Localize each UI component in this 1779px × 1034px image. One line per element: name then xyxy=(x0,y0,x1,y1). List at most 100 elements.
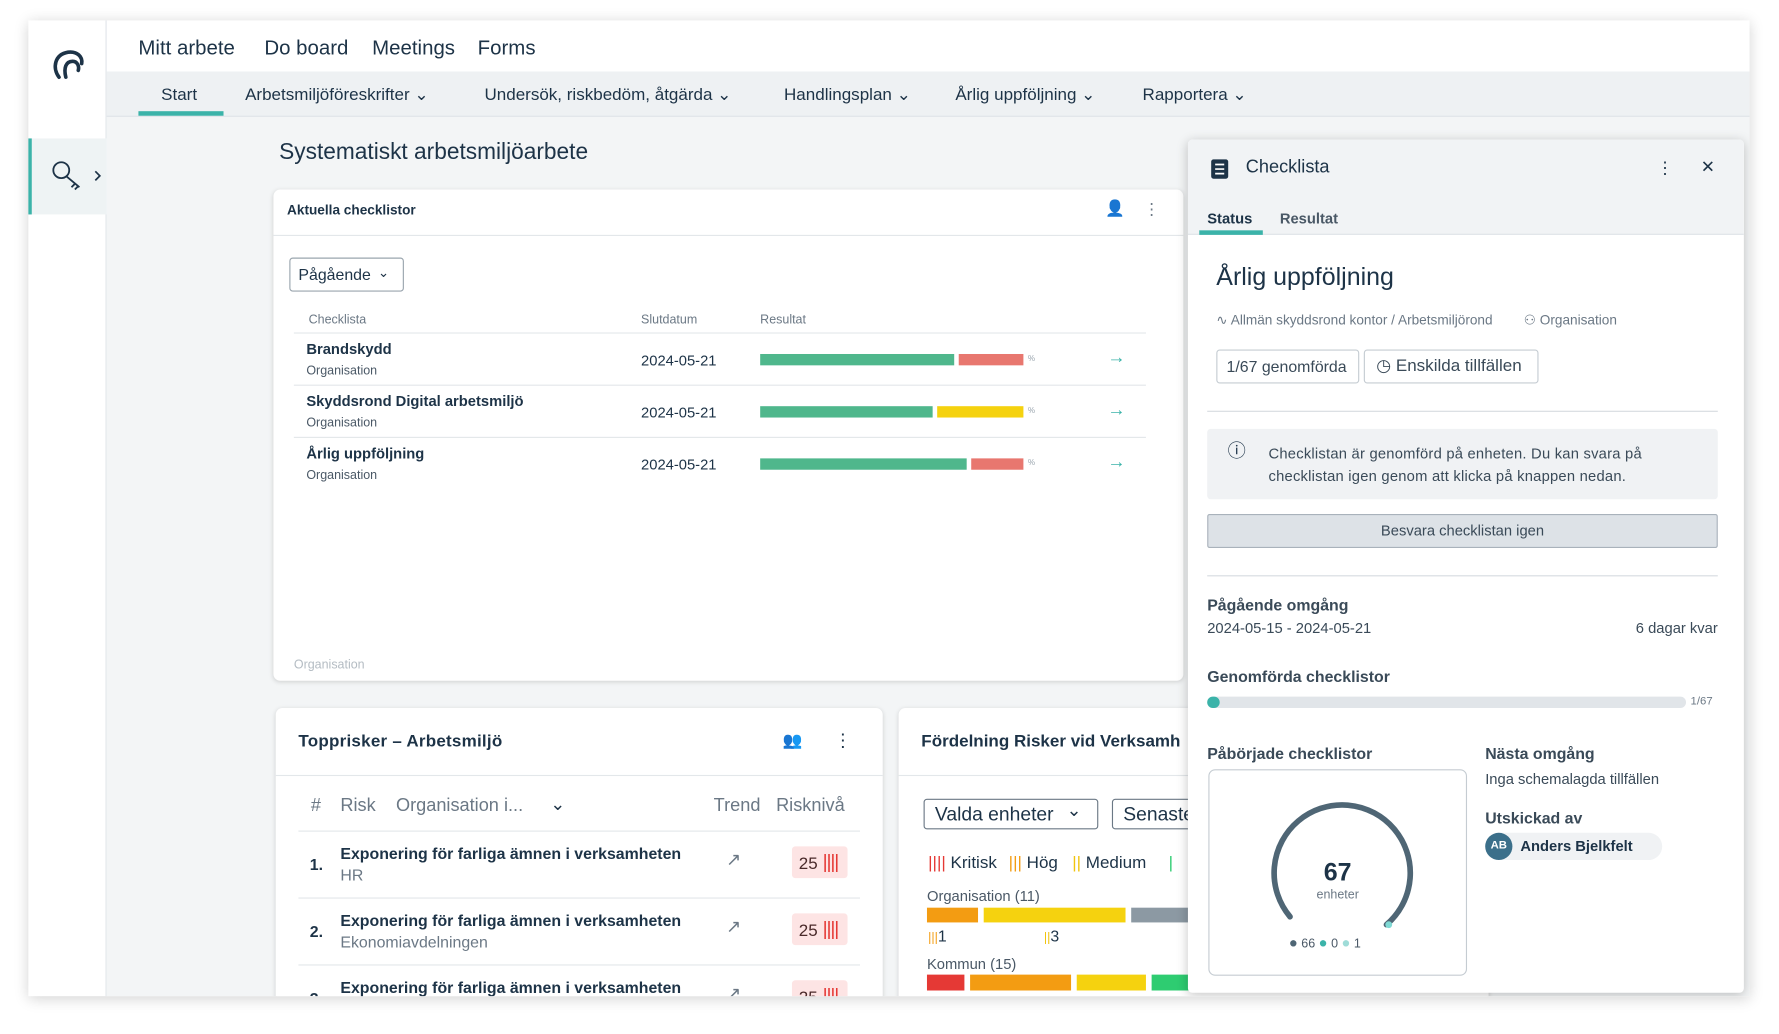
rank: 1. xyxy=(309,855,324,874)
section-label: Utskickad av xyxy=(1485,808,1583,828)
divider xyxy=(1207,575,1718,577)
chip[interactable] xyxy=(1363,349,1539,384)
dot: ● xyxy=(1341,933,1351,951)
level-bars: |||| xyxy=(822,917,840,940)
count: |||1 xyxy=(928,928,947,945)
nav-link[interactable]: Mitt arbete xyxy=(138,36,235,59)
trend-icon: ↗ xyxy=(726,917,742,938)
gauge-value: 67 xyxy=(1323,857,1352,887)
row-title[interactable]: Skyddsrond Digital arbetsmiljö xyxy=(306,392,524,410)
panel-title: Checklista xyxy=(1245,157,1330,177)
sub-nav-link[interactable]: Årlig uppföljning ⌄ xyxy=(955,85,1096,105)
row-arrow[interactable]: → xyxy=(1107,348,1126,368)
nav-link[interactable]: Forms xyxy=(477,36,536,59)
row-date: 2024-05-21 xyxy=(641,351,717,369)
column-header: Resultat xyxy=(760,313,806,327)
answer-again-button[interactable]: Besvara checklistan igen xyxy=(1207,513,1718,549)
risk-title[interactable]: Exponering för farliga ämnen i verksamhe… xyxy=(340,844,682,863)
chevron: ⌄ xyxy=(1066,801,1082,821)
bar-segment xyxy=(926,907,979,923)
row-divider xyxy=(293,384,1146,386)
sub-nav-link[interactable]: Handlingsplan ⌄ xyxy=(784,85,911,105)
dropdown-label: Valda enheter xyxy=(934,803,1054,825)
card-title: Topprisker – Arbetsmiljö xyxy=(298,731,503,752)
chip-label: 1/67 genomförda xyxy=(1226,357,1347,376)
heading: Årlig uppföljning xyxy=(1216,262,1394,291)
dropdown-label: Senaste xyxy=(1123,803,1195,825)
level-value: 25 xyxy=(798,921,818,941)
row-title[interactable]: Årlig uppföljning xyxy=(306,444,425,462)
progress-fill xyxy=(1207,696,1220,708)
row-date: 2024-05-21 xyxy=(641,403,717,421)
active-underline xyxy=(138,111,224,116)
sub-nav-link[interactable]: Start xyxy=(161,85,198,105)
section-label: Nästa omgång xyxy=(1485,744,1595,763)
dot: ● xyxy=(1288,933,1298,951)
risk-unit: HR xyxy=(340,865,364,884)
bar-segment xyxy=(1076,974,1146,991)
row-title[interactable]: Brandskydd xyxy=(306,340,392,358)
user-icon[interactable]: 👤 xyxy=(1105,198,1125,217)
unit-dropdown[interactable] xyxy=(923,798,1099,830)
level-bars: |||| xyxy=(822,850,840,873)
card-title: Aktuella checklistor xyxy=(287,201,416,218)
gauge-unit: enheter xyxy=(1316,888,1359,903)
list-icon xyxy=(1211,159,1229,179)
logo xyxy=(53,50,84,79)
legend-label: Kritisk xyxy=(950,853,997,873)
kebab[interactable]: ⋮ xyxy=(1143,199,1160,218)
label: Årlig uppföljning xyxy=(955,85,1077,105)
legend-value: 0 xyxy=(1331,937,1339,951)
kebab[interactable]: ⋮ xyxy=(1656,158,1674,179)
row-org: Organisation xyxy=(306,468,378,483)
label: Handlingsplan xyxy=(784,85,892,105)
trend-icon: ↗ xyxy=(726,984,742,997)
scope-text: Organisation xyxy=(1539,312,1617,328)
bar-rest xyxy=(958,353,1024,366)
level-value: 25 xyxy=(799,989,818,996)
breadcrumb-text: Allmän skyddsrond kontor / Arbetsmiljöro… xyxy=(1230,312,1493,328)
bar-done xyxy=(760,406,933,418)
column-header[interactable]: Organisation i... xyxy=(395,796,524,816)
bar-done xyxy=(760,458,967,470)
row-org: Organisation xyxy=(306,364,378,378)
bar-done xyxy=(760,353,955,366)
sub-nav-link[interactable]: Rapportera ⌄ xyxy=(1142,85,1247,105)
risk-title[interactable]: Exponering för farliga ämnen i verksamhe… xyxy=(340,911,682,930)
filter-dropdown[interactable] xyxy=(289,257,404,292)
row-divider xyxy=(293,436,1146,438)
column-header: Risk xyxy=(340,796,376,816)
level-badge xyxy=(791,846,848,879)
tab-active[interactable]: Status xyxy=(1207,209,1253,227)
checklist-panel: Checklista ⋮ ✕ Status Resultat Årlig upp… xyxy=(1187,139,1744,993)
column-header: # xyxy=(310,796,321,816)
row-arrow[interactable]: → xyxy=(1107,452,1126,472)
sub-nav-link[interactable]: Undersök, riskbedöm, åtgärda ⌄ xyxy=(484,85,732,105)
legend-swatch: || xyxy=(1072,853,1082,873)
count-value: 3 xyxy=(1050,926,1060,946)
chevron: ⌄ xyxy=(377,264,390,281)
row-arrow[interactable]: → xyxy=(1107,400,1126,420)
sub-nav xyxy=(106,71,1750,117)
chip-text: Enskilda tillfällen xyxy=(1395,356,1522,376)
nav-link[interactable]: Do board xyxy=(264,36,349,59)
legend-swatch: ||| xyxy=(1008,853,1022,873)
checklists-card xyxy=(273,189,1184,681)
sub-nav-link[interactable]: Arbetsmiljöföreskrifter ⌄ xyxy=(245,85,429,105)
row-divider xyxy=(293,332,1146,334)
card-footer: Organisation xyxy=(293,658,365,672)
avatar: AB xyxy=(1485,832,1513,861)
filter-label: Pågående xyxy=(298,265,371,284)
level-badge xyxy=(791,980,848,997)
kebab[interactable]: ⋮ xyxy=(833,731,853,752)
divider xyxy=(1207,410,1718,412)
info-text: checklistan igen genom att klicka på kna… xyxy=(1268,467,1627,485)
nav-link[interactable]: Meetings xyxy=(372,36,456,59)
tab[interactable]: Resultat xyxy=(1279,209,1339,227)
risk-title[interactable]: Exponering för farliga ämnen i verksamhe… xyxy=(340,978,682,997)
group-icon[interactable]: 👥 xyxy=(782,730,803,749)
close-button[interactable]: ✕ xyxy=(1700,157,1716,177)
legend-item: ||| Hög xyxy=(1009,854,1058,871)
gauge-box xyxy=(1208,769,1468,976)
